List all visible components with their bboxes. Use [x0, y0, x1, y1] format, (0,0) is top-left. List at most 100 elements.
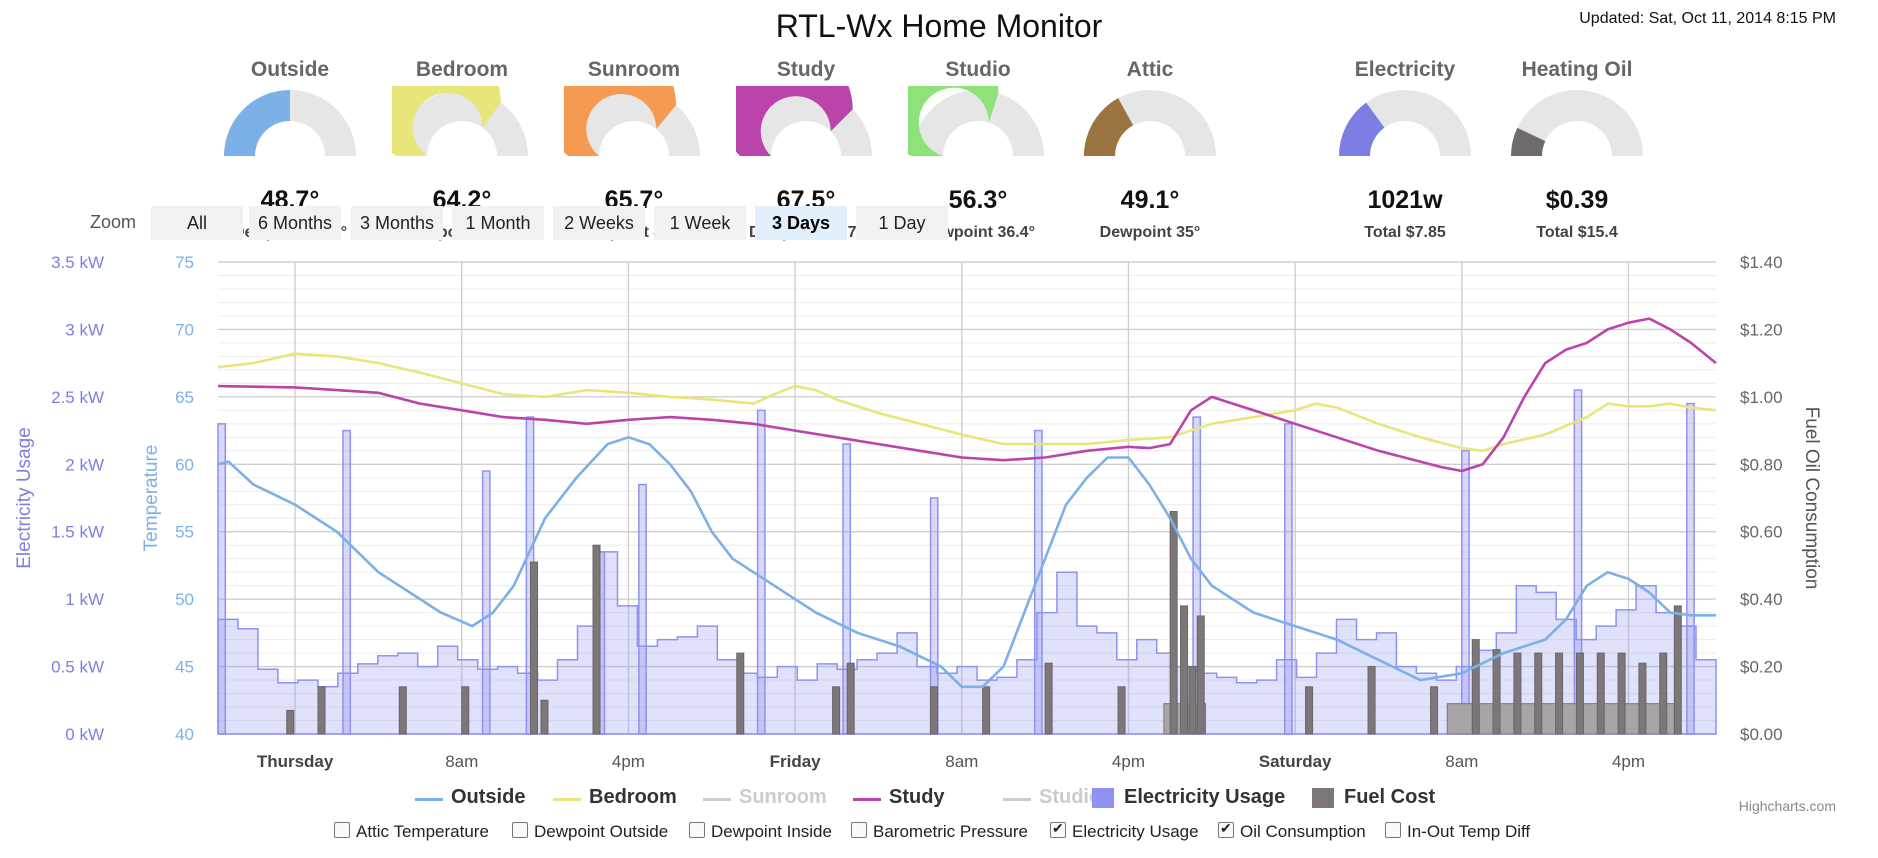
gauge-value: $0.39: [1545, 186, 1609, 214]
fuel-cost-bar-26: [1575, 652, 1584, 735]
gauge-value: 1021w: [1367, 186, 1443, 214]
gauge-title: Attic: [1126, 58, 1174, 81]
zoom-button-1-month[interactable]: 1 Month: [452, 206, 544, 240]
electricity-tick-label: 3.5 kW: [51, 253, 104, 272]
checkbox-dewpoint-outside[interactable]: Dewpoint Outside: [512, 822, 668, 842]
fuel-cost-bar-18: [1305, 686, 1314, 735]
electricity-tick-label: 0.5 kW: [51, 658, 104, 677]
zoom-button-2-weeks[interactable]: 2 Weeks: [553, 206, 645, 240]
zoom-label: Zoom: [90, 212, 137, 232]
checkbox-unchecked[interactable]: [1385, 822, 1401, 838]
fuel-cost-bar-23: [1513, 652, 1522, 735]
electricity-spike-2: [481, 470, 491, 735]
checkbox-in-out-temp-diff[interactable]: In-Out Temp Diff: [1385, 822, 1530, 842]
fuel-cost-bar-11: [982, 686, 991, 735]
fuel-cost-bar-10: [930, 686, 939, 735]
fuel-cost-bar-4: [530, 561, 539, 735]
temperature-tick-label: 50: [175, 590, 194, 609]
fuel-cost-bar-3: [461, 686, 470, 735]
checkbox-unchecked[interactable]: [689, 822, 705, 838]
gauge-fill: [1339, 102, 1385, 156]
fuel-cost-bar-6: [592, 544, 601, 735]
checkbox-electricity-usage[interactable]: Electricity Usage: [1050, 820, 1199, 842]
zoom-button-3-months[interactable]: 3 Months: [351, 206, 443, 240]
gauge-dial: [1339, 90, 1471, 156]
fuel-axis-title: Fuel Oil Consumption: [1801, 407, 1822, 590]
temperature-tick-label: 65: [175, 388, 194, 407]
electricity-spike-14: [1686, 402, 1695, 735]
legend-symbol: [415, 798, 443, 801]
x-tick-label: Saturday: [1259, 752, 1332, 771]
electricity-spike-0: [217, 423, 227, 735]
checkbox-barometric-pressure[interactable]: Barometric Pressure: [851, 822, 1028, 842]
fuel-cost-bar-24: [1534, 652, 1543, 735]
fuel-cost-bar-7: [736, 652, 745, 735]
checkbox-dewpoint-inside[interactable]: Dewpoint Inside: [689, 822, 832, 842]
fuel-cost-bar-12: [1044, 662, 1053, 735]
fuel-cost-bar-21: [1471, 639, 1480, 735]
x-tick-label: Friday: [770, 752, 822, 771]
legend-symbol: [1312, 788, 1334, 808]
gauge-heating-oil: Heating Oil $0.39 Total $15.4: [1497, 58, 1657, 241]
gauge-title: Electricity: [1354, 58, 1456, 81]
x-tick-label: 4pm: [1112, 752, 1145, 771]
x-tick-label: 8am: [945, 752, 978, 771]
checkbox-label: Dewpoint Outside: [534, 822, 669, 841]
gauge-subtitle: Total $15.4: [1536, 224, 1618, 241]
gauge-title: Sunroom: [587, 58, 681, 81]
checkbox-label: Oil Consumption: [1240, 822, 1366, 841]
zoom-button-6-months[interactable]: 6 Months: [249, 206, 341, 240]
checkbox-label: In-Out Temp Diff: [1407, 822, 1531, 841]
fuel-tick-label: $1.40: [1740, 253, 1783, 272]
checkbox-checked[interactable]: [1218, 820, 1234, 838]
electricity-spike-7: [842, 443, 852, 735]
legend-label: Study: [889, 786, 945, 808]
zoom-button-1-week[interactable]: 1 Week: [654, 206, 746, 240]
fuel-cost-bar-28: [1617, 652, 1626, 735]
checkbox-unchecked[interactable]: [851, 822, 867, 838]
checkbox-label: Dewpoint Inside: [711, 822, 832, 841]
gauge-fill: [392, 86, 501, 156]
fuel-cost-bar-9: [846, 662, 855, 735]
legend-label: Fuel Cost: [1344, 786, 1436, 808]
fuel-tick-label: $0.40: [1740, 590, 1783, 609]
x-tick-label: 8am: [1445, 752, 1478, 771]
series-option-checkboxes: Attic Temperature Dewpoint Outside Dewpoin…: [0, 820, 1878, 850]
gauge-studio: Studio 56.3° Dewpoint 36.4°: [898, 58, 1058, 241]
fuel-tick-label: $0.80: [1740, 455, 1783, 474]
checkbox-checked[interactable]: [1050, 820, 1066, 838]
checkbox-oil-consumption[interactable]: Oil Consumption: [1218, 820, 1366, 842]
gauge-dial: [1511, 90, 1643, 156]
checkbox-label: Barometric Pressure: [873, 822, 1028, 841]
fuel-tick-label: $0.60: [1740, 523, 1783, 542]
zoom-button-all[interactable]: All: [151, 206, 243, 240]
gauge-fill: [224, 90, 290, 156]
highcharts-credit-link[interactable]: Highcharts.com: [1738, 798, 1836, 814]
plot-area: [218, 262, 1716, 734]
legend-symbol: [853, 798, 881, 801]
gauge-subtitle: Dewpoint 35°: [1099, 224, 1201, 241]
legend-label: Sunroom: [739, 786, 827, 808]
fuel-cost-bar-30: [1659, 652, 1668, 735]
gauge-electricity: Electricity 1021w Total $7.85: [1325, 58, 1485, 241]
temperature-tick-label: 40: [175, 725, 194, 744]
x-tick-label: 4pm: [1612, 752, 1645, 771]
legend-symbol: [1092, 788, 1114, 808]
fuel-cost-bar-15: [1180, 605, 1189, 735]
zoom-button-3-days[interactable]: 3 Days: [755, 206, 847, 240]
zoom-button-1-day[interactable]: 1 Day: [856, 206, 948, 240]
page-title: RTL-Wx Home Monitor: [775, 8, 1103, 44]
series-line-bedroom: [217, 352, 1717, 453]
gauge-track: [912, 90, 1044, 156]
checkbox-unchecked[interactable]: [334, 822, 350, 838]
electricity-tick-label: 1 kW: [65, 590, 104, 609]
electricity-tick-label: 3 kW: [65, 320, 104, 339]
checkbox-unchecked[interactable]: [512, 822, 528, 838]
series-line-study: [217, 317, 1717, 473]
series-line-outside: [217, 436, 1716, 689]
fuel-tick-label: $0.00: [1740, 725, 1783, 744]
gauge-title: Bedroom: [415, 58, 509, 81]
checkbox-attic-temperature[interactable]: Attic Temperature: [334, 822, 489, 842]
gauge-fill: [1511, 127, 1546, 156]
electricity-tick-label: 2.5 kW: [51, 388, 104, 407]
